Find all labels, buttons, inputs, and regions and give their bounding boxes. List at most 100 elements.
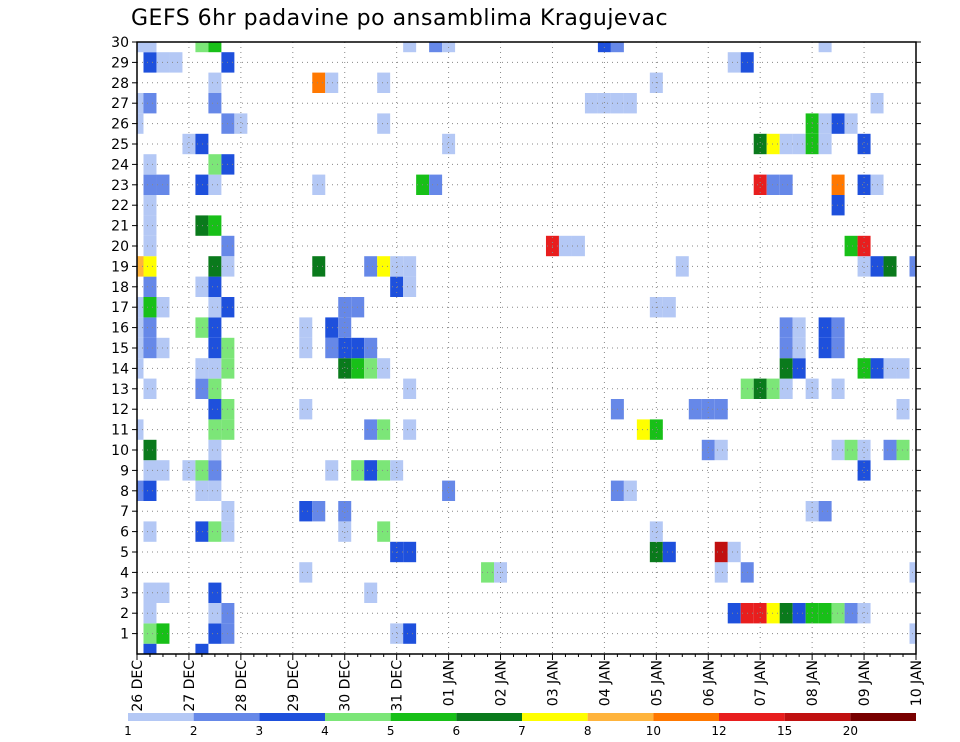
cell-m30-t0 (137, 42, 144, 53)
cell-m30-t23 (429, 42, 443, 53)
gridlines (137, 41, 916, 654)
cell-m25-t24 (442, 133, 456, 155)
cell-m2-t6 (208, 603, 222, 624)
x-tick-label: 31 DEC (390, 660, 406, 712)
cell-m1-t20 (390, 623, 404, 644)
y-tick-label: 1 (120, 627, 129, 643)
cell-m14-t5 (195, 358, 209, 379)
cell-m13-t5 (195, 378, 209, 399)
chart-title: GEFS 6hr padavine po ansamblima Kragujev… (131, 6, 669, 31)
cell-m12-t59 (896, 399, 910, 420)
cell-m21-t6 (208, 215, 222, 236)
legend-swatch (390, 713, 457, 721)
cell-m6-t16 (338, 521, 352, 542)
cell-m20-t56 (857, 235, 871, 257)
cell-m27-t1 (143, 93, 157, 114)
cell-m25-t53 (818, 133, 832, 155)
legend-swatch (587, 713, 654, 721)
cell-m30-t53 (818, 42, 832, 53)
cell-m6-t5 (195, 521, 209, 542)
cell-m16-t53 (818, 317, 832, 338)
legend-swatch (653, 713, 719, 721)
y-tick-label: 30 (111, 35, 129, 51)
cell-m23-t49 (766, 174, 780, 195)
cell-m15-t1 (143, 337, 157, 359)
x-tick-label: 06 JAN (701, 660, 717, 706)
cell-m27-t6 (208, 93, 222, 114)
cell-m12-t44 (701, 399, 715, 420)
cell-m19-t14 (312, 256, 326, 277)
cell-m10-t1 (143, 439, 157, 461)
cell-m16-t15 (325, 317, 339, 338)
cell-m16-t13 (299, 317, 313, 338)
x-tick-label: 27 DEC (182, 660, 198, 712)
x-tick-label: 30 DEC (338, 660, 354, 712)
cell-m5-t41 (662, 541, 676, 563)
cell-m24-t6 (208, 154, 222, 175)
cell-m13-t50 (779, 378, 793, 399)
y-tick-label: 11 (111, 423, 129, 439)
cell-m11-t6 (208, 419, 222, 440)
y-tick-label: 9 (120, 463, 129, 479)
cell-m25-t5 (195, 133, 209, 155)
x-axis: 26 DEC 27 DEC 28 DEC 29 DEC 30 DEC 31 DEC 01 J… (130, 654, 925, 712)
cell-m6-t40 (649, 521, 663, 542)
cell-m19-t21 (403, 256, 417, 277)
cell-m5-t46 (727, 541, 741, 563)
cell-m15-t54 (831, 337, 845, 359)
x-tick-label: 03 JAN (545, 660, 561, 706)
cell-m14-t51 (792, 358, 806, 379)
cell-m13-t48 (753, 378, 767, 399)
cell-m27-t35 (584, 93, 598, 114)
cell-m28-t14 (312, 72, 326, 93)
cell-m2-t1 (143, 603, 157, 624)
y-tick-label: 23 (111, 178, 129, 194)
cell-m26-t0 (137, 113, 144, 134)
cell-m17-t0 (137, 297, 144, 318)
cell-m8-t5 (195, 480, 209, 501)
cell-m30-t21 (403, 42, 417, 53)
cell-m2-t51 (792, 603, 806, 624)
y-tick-label: 6 (120, 525, 129, 541)
cell-m14-t18 (364, 358, 378, 379)
cell-m20-t55 (844, 235, 858, 257)
cell-m23-t48 (753, 174, 767, 195)
cell-m28-t19 (377, 72, 391, 93)
cell-m8-t38 (623, 480, 637, 501)
cell-m22-t1 (143, 195, 157, 216)
y-axis: 1234567891011121314151617181920212223242… (111, 35, 921, 643)
cell-m17-t41 (662, 297, 676, 318)
cell-m23-t14 (312, 174, 326, 195)
cell-m2-t46 (727, 603, 741, 624)
cell-m4-t13 (299, 562, 313, 583)
legend-label: 5 (387, 724, 395, 738)
legend-label: 2 (190, 724, 198, 738)
cell-m1-t1 (143, 623, 157, 644)
heatmap-cells (137, 42, 916, 654)
cell-m29-t46 (727, 52, 741, 73)
cell-m11-t0 (137, 419, 144, 440)
cell-m7-t13 (299, 501, 313, 522)
cell-m20-t1 (143, 235, 157, 257)
cell-m13-t1 (143, 378, 157, 399)
y-tick-label: 19 (111, 259, 129, 275)
cell-m26-t55 (844, 113, 858, 134)
cell-m18-t5 (195, 276, 209, 297)
cell-m19-t0 (137, 256, 144, 277)
cell-m15-t53 (818, 337, 832, 359)
cell-m11-t18 (364, 419, 378, 440)
cell-m8-t6 (208, 480, 222, 501)
cell-m14-t58 (883, 358, 897, 379)
cell-m9-t1 (143, 460, 157, 481)
cell-m7-t53 (818, 501, 832, 522)
legend-swatch (193, 713, 260, 721)
cell-m10-t54 (831, 439, 845, 461)
cell-m12-t43 (688, 399, 702, 420)
cell-m9-t15 (325, 460, 339, 481)
cell-m19-t56 (857, 256, 871, 277)
cell-m0-t5 (195, 643, 209, 654)
cell-m21-t5 (195, 215, 209, 236)
cell-m16-t50 (779, 317, 793, 338)
cell-m28-t6 (208, 72, 222, 93)
cell-m14-t56 (857, 358, 871, 379)
